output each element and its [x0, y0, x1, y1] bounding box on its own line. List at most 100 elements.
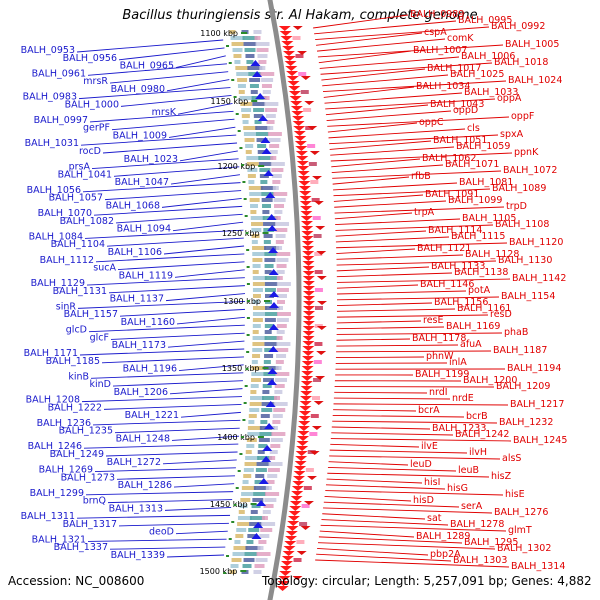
left-leader-line — [174, 269, 245, 278]
right-leader-line — [330, 438, 512, 442]
left-leader-line — [164, 507, 232, 511]
tick-dot — [242, 181, 246, 183]
gene-arrow-forward — [268, 324, 279, 330]
feature-block — [241, 486, 256, 490]
left-gene-label: BALH_1023 — [124, 154, 178, 165]
gene-arrow-reverse — [302, 326, 315, 331]
feature-block — [237, 522, 250, 526]
right-gene-label: oppC — [419, 117, 444, 128]
gene-arrow-reverse — [289, 506, 302, 511]
left-leader-line — [120, 95, 232, 107]
feature-block — [258, 540, 267, 544]
feature-block — [248, 180, 255, 184]
kbp-tick-label: 1300 kbp — [223, 297, 261, 306]
gene-arrow-reverse — [276, 586, 289, 591]
feature-block — [262, 204, 272, 208]
right-leader-line — [330, 443, 420, 448]
feature-block — [236, 72, 249, 76]
feature-block — [252, 354, 261, 358]
right-leader-line — [317, 542, 496, 550]
right-gene-label: hisG — [447, 483, 468, 494]
right-gene-label: trpD — [506, 201, 527, 212]
feature-block — [246, 444, 255, 448]
left-gene-label: sucA — [93, 263, 116, 274]
left-leader-line — [176, 316, 245, 325]
tick-dot — [226, 45, 230, 47]
gene-arrow-reverse — [298, 181, 311, 186]
right-leader-line — [325, 104, 429, 116]
gene-arrow-reverse — [302, 301, 315, 306]
left-gene-label: BALH_1337 — [54, 542, 108, 553]
feature-block — [260, 528, 273, 532]
left-gene-label: BALH_1206 — [114, 387, 168, 398]
right-gene-label: BALH_1242 — [455, 429, 509, 440]
left-leader-line — [110, 332, 245, 340]
left-gene-label: BALH_1235 — [59, 426, 113, 437]
right-leader-line — [334, 212, 413, 220]
gene-arrow-reverse — [300, 526, 311, 530]
feature-block — [269, 144, 280, 148]
feature-block — [264, 318, 276, 322]
feature-block — [239, 96, 254, 100]
feature-block — [260, 420, 268, 424]
feature-block — [264, 288, 276, 292]
gene-arrow-reverse — [301, 366, 314, 371]
gene-arrow-reverse — [288, 86, 301, 91]
left-leader-line — [101, 356, 244, 364]
tick-dot — [223, 572, 227, 574]
right-gene-label: BALH_1006 — [461, 51, 515, 62]
left-leader-line — [167, 340, 245, 348]
feature-block — [264, 270, 272, 274]
feature-block — [269, 450, 278, 454]
tick-dot — [233, 96, 237, 98]
feature-block — [265, 114, 276, 118]
right-gene-label: hisE — [505, 489, 525, 500]
feature-block — [266, 480, 275, 484]
tick-dot — [235, 487, 239, 489]
feature-block — [252, 498, 264, 502]
gene-arrow-reverse — [296, 161, 309, 166]
feature-block — [272, 420, 281, 424]
feature-block — [250, 510, 258, 514]
feature-block — [234, 60, 241, 64]
genome-summary-text: Topology: circular; Length: 5,257,091 bp… — [262, 574, 592, 588]
right-gene-label: BALH_1017 — [427, 63, 481, 74]
right-leader-line — [332, 420, 498, 424]
gene-arrow-reverse — [280, 566, 293, 571]
right-gene-label: potA — [468, 285, 491, 296]
left-leader-line — [87, 63, 228, 76]
gene-arrow-reverse — [300, 381, 313, 386]
gene-arrow-reverse — [302, 336, 315, 341]
right-leader-line — [336, 308, 456, 312]
right-gene-label: BALH_1114 — [428, 225, 482, 236]
gene-arrow-reverse — [296, 441, 309, 446]
tick-dot — [246, 351, 250, 353]
feature-block — [231, 42, 244, 46]
right-gene-label: alsS — [502, 453, 521, 464]
feature-block — [249, 198, 260, 202]
gene-arrow-reverse — [311, 426, 322, 430]
tick-dot — [241, 164, 245, 166]
gene-arrow-reverse — [301, 226, 314, 231]
feature-block — [229, 570, 236, 574]
gene-arrow-reverse — [301, 361, 314, 366]
right-leader-line — [336, 266, 430, 272]
feature-block — [305, 468, 314, 472]
feature-block — [245, 450, 252, 454]
feature-block — [261, 522, 276, 526]
feature-block — [301, 504, 310, 508]
left-leader-line — [163, 245, 245, 255]
feature-block — [251, 504, 261, 508]
feature-block — [242, 480, 249, 484]
left-leader-line — [178, 364, 244, 371]
gene-arrow-forward — [264, 423, 275, 429]
feature-block — [275, 234, 286, 238]
feature-block — [264, 312, 278, 316]
feature-block — [270, 444, 281, 448]
gene-arrow-reverse — [302, 271, 315, 276]
feature-block — [261, 408, 273, 412]
right-gene-label: leuB — [458, 465, 479, 476]
gene-arrow-reverse — [292, 121, 305, 126]
gene-arrow-reverse — [302, 311, 315, 316]
gene-arrow-reverse — [294, 461, 307, 466]
